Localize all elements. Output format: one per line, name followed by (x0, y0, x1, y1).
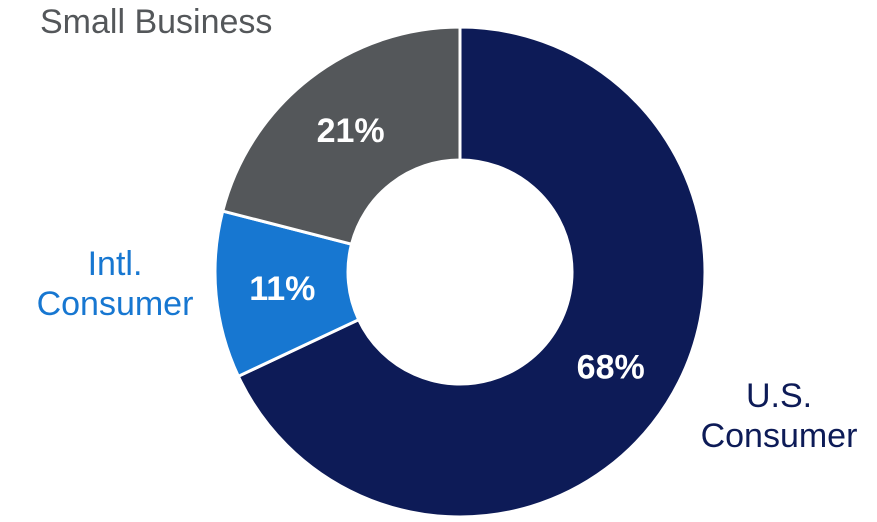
label-intl-line1: Intl. (87, 245, 143, 283)
value-label-intl-consumer: 11% (249, 270, 315, 308)
label-small-business-line1: Small Business (40, 3, 273, 41)
slice-us-consumer (236, 25, 707, 519)
legend-label-intl-consumer: Intl. Consumer (22, 244, 208, 324)
value-label-small-business: 21% (317, 112, 385, 150)
legend-label-small-business: Small Business (40, 2, 272, 42)
label-us-line2: Consumer (700, 417, 858, 455)
label-us-line1: U.S. (745, 377, 813, 415)
slice-small-business (220, 25, 462, 246)
label-intl-line2: Consumer (36, 285, 194, 323)
value-label-us-consumer: 68% (577, 349, 645, 387)
legend-label-us-consumer: U.S. Consumer (694, 376, 864, 456)
